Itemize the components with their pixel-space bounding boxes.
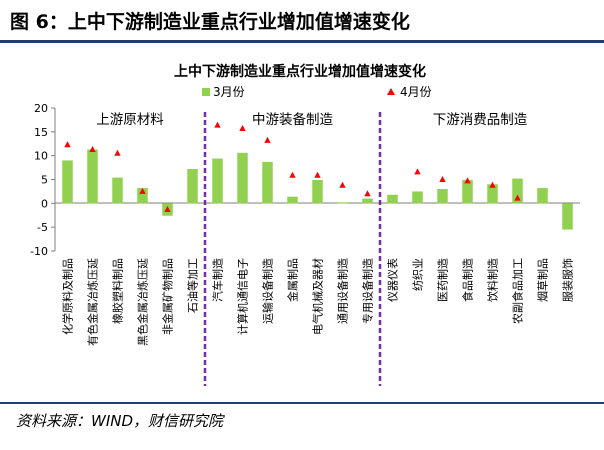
bar (337, 202, 348, 204)
legend-bar-label: 3月份 (213, 85, 245, 99)
chart: 上中下游制造业重点行业增加值增速变化 3月份 4月份 -10 -5 0 5 10 15 20… (30, 63, 580, 386)
y-tick-label: 20 (34, 102, 48, 115)
y-tick-label: -5 (37, 221, 48, 234)
marker-point (439, 176, 446, 182)
bar (262, 161, 273, 204)
marker-point (314, 171, 321, 178)
marker-point (289, 171, 296, 178)
y-tick-label: 10 (34, 150, 48, 163)
category-label: 仪器仪表 (386, 258, 400, 302)
bar (562, 203, 573, 230)
category-label: 运输设备制造 (261, 258, 275, 324)
figure-title: 图 6：上中下游制造业重点行业增加值增速变化 (10, 11, 410, 33)
marker-point (364, 190, 371, 197)
bar (287, 196, 298, 204)
marker-point (264, 136, 271, 143)
bar (312, 179, 323, 204)
y-tick-label: 5 (41, 174, 48, 187)
bar (62, 160, 73, 204)
section-label: 中游装备制造 (252, 111, 333, 128)
marker-point (489, 181, 496, 188)
category-label: 通用设备制造 (336, 258, 350, 324)
category-label: 饮料制造 (486, 258, 500, 302)
bar (512, 178, 523, 204)
bar (387, 194, 398, 204)
y-tick-label: 0 (41, 197, 48, 210)
bar (87, 149, 98, 204)
bar (137, 188, 148, 204)
marker-point (214, 121, 221, 128)
y-tick-label: 15 (34, 126, 48, 139)
header-rule (0, 40, 604, 43)
legend-bar-swatch (202, 88, 210, 96)
category-label: 非金属矿物制品 (161, 258, 175, 335)
bar (187, 169, 198, 204)
figure-source: 资料来源：WIND，财信研究院 (16, 412, 224, 430)
marker-point (414, 168, 421, 175)
category-label: 医药制造 (436, 258, 450, 302)
x-axis-categories: 化学原料及制品 有色金属冶炼压延 橡胶塑料制品 黑色金属冶炼压延 非金属矿物制品 石油等加… (61, 258, 575, 346)
figure-header: 图 6：上中下游制造业重点行业增加值增速变化 (0, 0, 604, 46)
marker-point (239, 124, 246, 131)
category-label: 化学原料及制品 (61, 258, 75, 335)
category-label: 橡胶塑料制品 (111, 258, 125, 324)
bar (437, 189, 448, 204)
section-labels: 上游原材料 中游装备制造 下游消费品制造 (96, 111, 527, 128)
y-axis-ticks: -10 -5 0 5 10 15 20 (30, 102, 55, 258)
chart-legend: 3月份 4月份 (202, 85, 432, 99)
category-label: 服装服饰 (561, 258, 575, 302)
y-tick-label: -10 (30, 245, 48, 258)
marker-point (339, 181, 346, 188)
chart-title: 上中下游制造业重点行业增加值增速变化 (174, 63, 426, 80)
category-label: 计算机通信电子 (236, 258, 250, 335)
category-label: 黑色金属冶炼压延 (136, 258, 150, 346)
bar (537, 188, 548, 204)
bar (237, 152, 248, 204)
category-label: 烟草制品 (536, 258, 550, 302)
marker-point (464, 177, 471, 184)
category-label: 纺织业 (411, 258, 425, 291)
category-label: 食品制造 (461, 258, 475, 302)
category-label: 有色金属冶炼压延 (86, 258, 100, 346)
bar (362, 198, 373, 204)
marker-point (139, 187, 146, 194)
category-label: 石油等加工 (186, 258, 200, 313)
bar-series (62, 149, 573, 230)
marker-point (64, 141, 71, 148)
marker-point (514, 194, 521, 201)
marker-point (164, 206, 171, 213)
category-label: 农副食品加工 (511, 258, 525, 324)
bar (112, 177, 123, 204)
bar (462, 179, 473, 204)
category-label: 金属制品 (286, 258, 300, 302)
section-label: 上游原材料 (96, 112, 164, 128)
category-label: 专用设备制造 (361, 258, 375, 324)
legend-marker-label: 4月份 (400, 85, 432, 99)
bar (412, 191, 423, 204)
bar (212, 158, 223, 204)
section-dividers (203, 112, 382, 386)
category-label: 汽车制造 (211, 258, 225, 302)
category-label: 电气机械及器材 (311, 258, 325, 335)
section-label: 下游消费品制造 (433, 112, 528, 128)
marker-point (89, 145, 96, 152)
marker-point (114, 149, 121, 156)
marker-series (64, 121, 521, 213)
footer-rule (0, 402, 604, 404)
bar (487, 184, 498, 204)
legend-marker-swatch (387, 88, 395, 95)
